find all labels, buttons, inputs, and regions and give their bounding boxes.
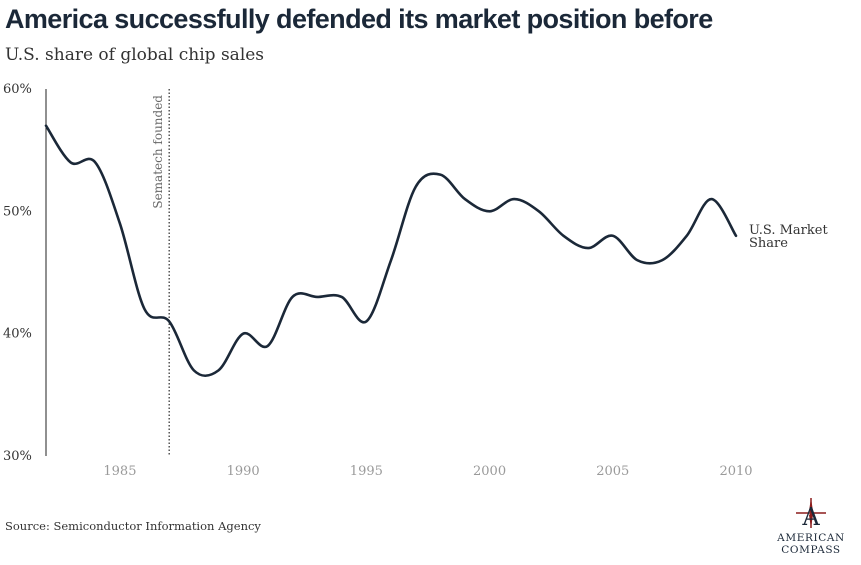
x-tick-label: 2000 [473, 464, 506, 479]
chart-subtitle: U.S. share of global chip sales [5, 45, 265, 65]
compass-icon: A [796, 498, 826, 530]
american-compass-logo: A AMERICAN COMPASS [766, 496, 856, 560]
x-axis-ticks: 1985 1990 1995 2000 2005 2010 [103, 464, 752, 479]
sematech-label: Sematech founded [151, 95, 165, 209]
x-tick-label: 2005 [596, 464, 629, 479]
logo-letter: A [801, 503, 820, 530]
x-tick-label: 2010 [719, 464, 752, 479]
series-group: U.S. Market Share [44, 124, 828, 378]
logo-text-american: AMERICAN [777, 532, 845, 544]
x-tick-label: 1985 [103, 464, 136, 479]
x-tick-label: 1990 [227, 464, 260, 479]
series-label: U.S. Market Share [749, 223, 828, 251]
logo-text-compass: COMPASS [781, 544, 841, 556]
y-tick-label: 30% [3, 449, 32, 464]
chart-title: America successfully defended its market… [5, 4, 713, 34]
series-line-us-market-share [44, 124, 738, 378]
annotations: Sematech founded [151, 89, 170, 456]
y-axis-ticks: 60% 50% 40% 30% [3, 82, 32, 464]
y-tick-label: 40% [3, 327, 32, 342]
x-tick-label: 1995 [350, 464, 383, 479]
source-note: Source: Semiconductor Information Agency [5, 519, 261, 533]
y-tick-label: 60% [3, 82, 32, 97]
y-tick-label: 50% [3, 204, 32, 219]
